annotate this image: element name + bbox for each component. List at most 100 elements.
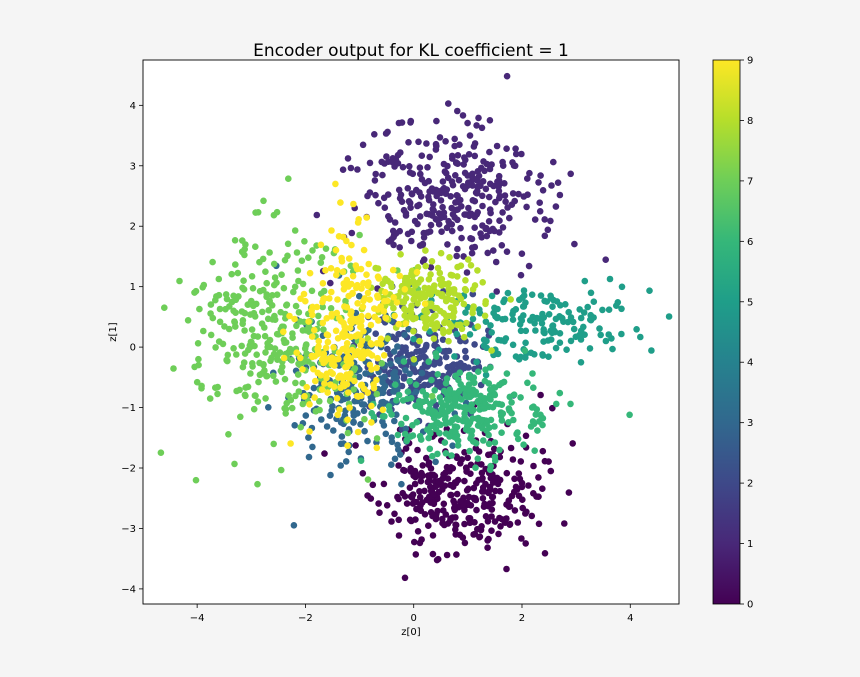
- scatter-point-9: [368, 402, 375, 410]
- scatter-point-6: [474, 368, 482, 376]
- scatter-point-7: [249, 285, 257, 292]
- scatter-point-7: [270, 440, 278, 448]
- scatter-point-7: [209, 314, 217, 322]
- scatter-point-5: [520, 292, 528, 299]
- scatter-point-0: [442, 469, 450, 476]
- scatter-point-1: [512, 145, 519, 152]
- scatter-point-0: [419, 462, 427, 469]
- scatter-point-0: [493, 474, 501, 482]
- scatter-point-1: [496, 192, 504, 200]
- scatter-point-6: [438, 405, 445, 413]
- scatter-point-7: [207, 331, 215, 339]
- scatter-point-3: [381, 382, 389, 390]
- scatter-point-5: [587, 316, 595, 324]
- scatter-point-1: [430, 207, 437, 214]
- scatter-point-7: [317, 259, 325, 267]
- scatter-point-9: [300, 290, 308, 298]
- scatter-point-9: [357, 381, 365, 389]
- scatter-point-6: [464, 423, 471, 430]
- scatter-point-2: [471, 341, 478, 348]
- scatter-point-7: [195, 361, 202, 369]
- scatter-point-3: [391, 368, 399, 376]
- scatter-point-9: [364, 289, 372, 297]
- scatter-point-8: [445, 337, 452, 345]
- scatter-point-8: [407, 306, 415, 313]
- scatter-point-6: [553, 400, 560, 408]
- scatter-point-7: [241, 245, 248, 253]
- scatter-point-7: [291, 283, 299, 291]
- scatter-point-1: [415, 138, 422, 146]
- scatter-point-9: [340, 319, 347, 327]
- scatter-point-9: [354, 281, 361, 289]
- scatter-point-1: [444, 241, 451, 248]
- scatter-point-1: [400, 206, 408, 214]
- scatter-point-9: [366, 350, 373, 357]
- scatter-point-1: [509, 159, 516, 166]
- scatter-point-6: [466, 393, 474, 401]
- scatter-point-1: [427, 221, 435, 229]
- scatter-point-3: [357, 421, 364, 428]
- scatter-point-5: [482, 371, 490, 379]
- scatter-point-1: [491, 227, 498, 235]
- scatter-point-1: [390, 241, 397, 249]
- scatter-point-6: [427, 422, 435, 430]
- scatter-point-1: [366, 159, 374, 167]
- scatter-point-9: [352, 262, 360, 269]
- scatter-point-0: [528, 512, 536, 520]
- scatter-point-1: [509, 190, 517, 197]
- scatter-point-7: [184, 317, 192, 324]
- scatter-point-6: [480, 437, 487, 444]
- scatter-point-7: [224, 351, 232, 359]
- scatter-point-5: [509, 310, 516, 318]
- colorbar-ticks: 0 1 2 3 4 5 6 7 8 9: [740, 56, 753, 611]
- scatter-point-9: [359, 353, 367, 361]
- scatter-point-8: [474, 267, 481, 274]
- scatter-point-7: [428, 392, 436, 400]
- scatter-point-0: [478, 523, 485, 530]
- scatter-point-7: [270, 372, 277, 380]
- scatter-point-7: [285, 175, 292, 182]
- scatter-point-2: [410, 366, 418, 373]
- scatter-point-1: [464, 119, 471, 127]
- scatter-point-0: [453, 490, 461, 498]
- scatter-point-1: [383, 153, 390, 160]
- scatter-point-9: [334, 411, 342, 419]
- scatter-point-9: [319, 319, 327, 327]
- scatter-point-8: [441, 319, 448, 327]
- scatter-point-7: [206, 395, 214, 402]
- scatter-point-0: [510, 488, 518, 496]
- scatter-point-1: [475, 172, 483, 180]
- scatter-point-7: [289, 334, 296, 342]
- scatter-point-1: [556, 191, 564, 199]
- scatter-point-8: [417, 276, 425, 283]
- scatter-point-9: [306, 269, 314, 277]
- scatter-point-3: [290, 522, 298, 529]
- scatter-point-7: [212, 344, 219, 351]
- scatter-point-8: [482, 300, 489, 308]
- scatter-point-7: [299, 379, 306, 387]
- scatter-point-7: [260, 286, 267, 294]
- y-tick-label: −2: [121, 464, 136, 475]
- scatter-point-3: [402, 425, 410, 433]
- scatter-point-1: [442, 138, 449, 145]
- scatter-point-7: [286, 345, 294, 353]
- scatter-point-8: [464, 256, 472, 263]
- scatter-point-9: [380, 352, 388, 359]
- scatter-point-5: [552, 344, 560, 352]
- scatter-point-1: [419, 240, 427, 248]
- scatter-point-9: [336, 372, 344, 380]
- scatter-point-8: [445, 290, 453, 297]
- scatter-point-5: [587, 289, 595, 297]
- y-axis-ticks: −4 −3 −2 −1 0 1 2 3 4: [121, 101, 143, 595]
- scatter-point-5: [539, 352, 547, 359]
- scatter-point-7: [161, 304, 168, 312]
- scatter-point-0: [506, 520, 514, 528]
- scatter-point-1: [406, 163, 413, 170]
- y-tick-label: 4: [130, 101, 136, 112]
- scatter-point-6: [492, 400, 500, 408]
- scatter-point-0: [488, 527, 495, 534]
- scatter-point-9: [344, 416, 351, 424]
- scatter-point-0: [473, 506, 480, 514]
- scatter-point-0: [457, 460, 464, 467]
- scatter-point-1: [416, 164, 424, 171]
